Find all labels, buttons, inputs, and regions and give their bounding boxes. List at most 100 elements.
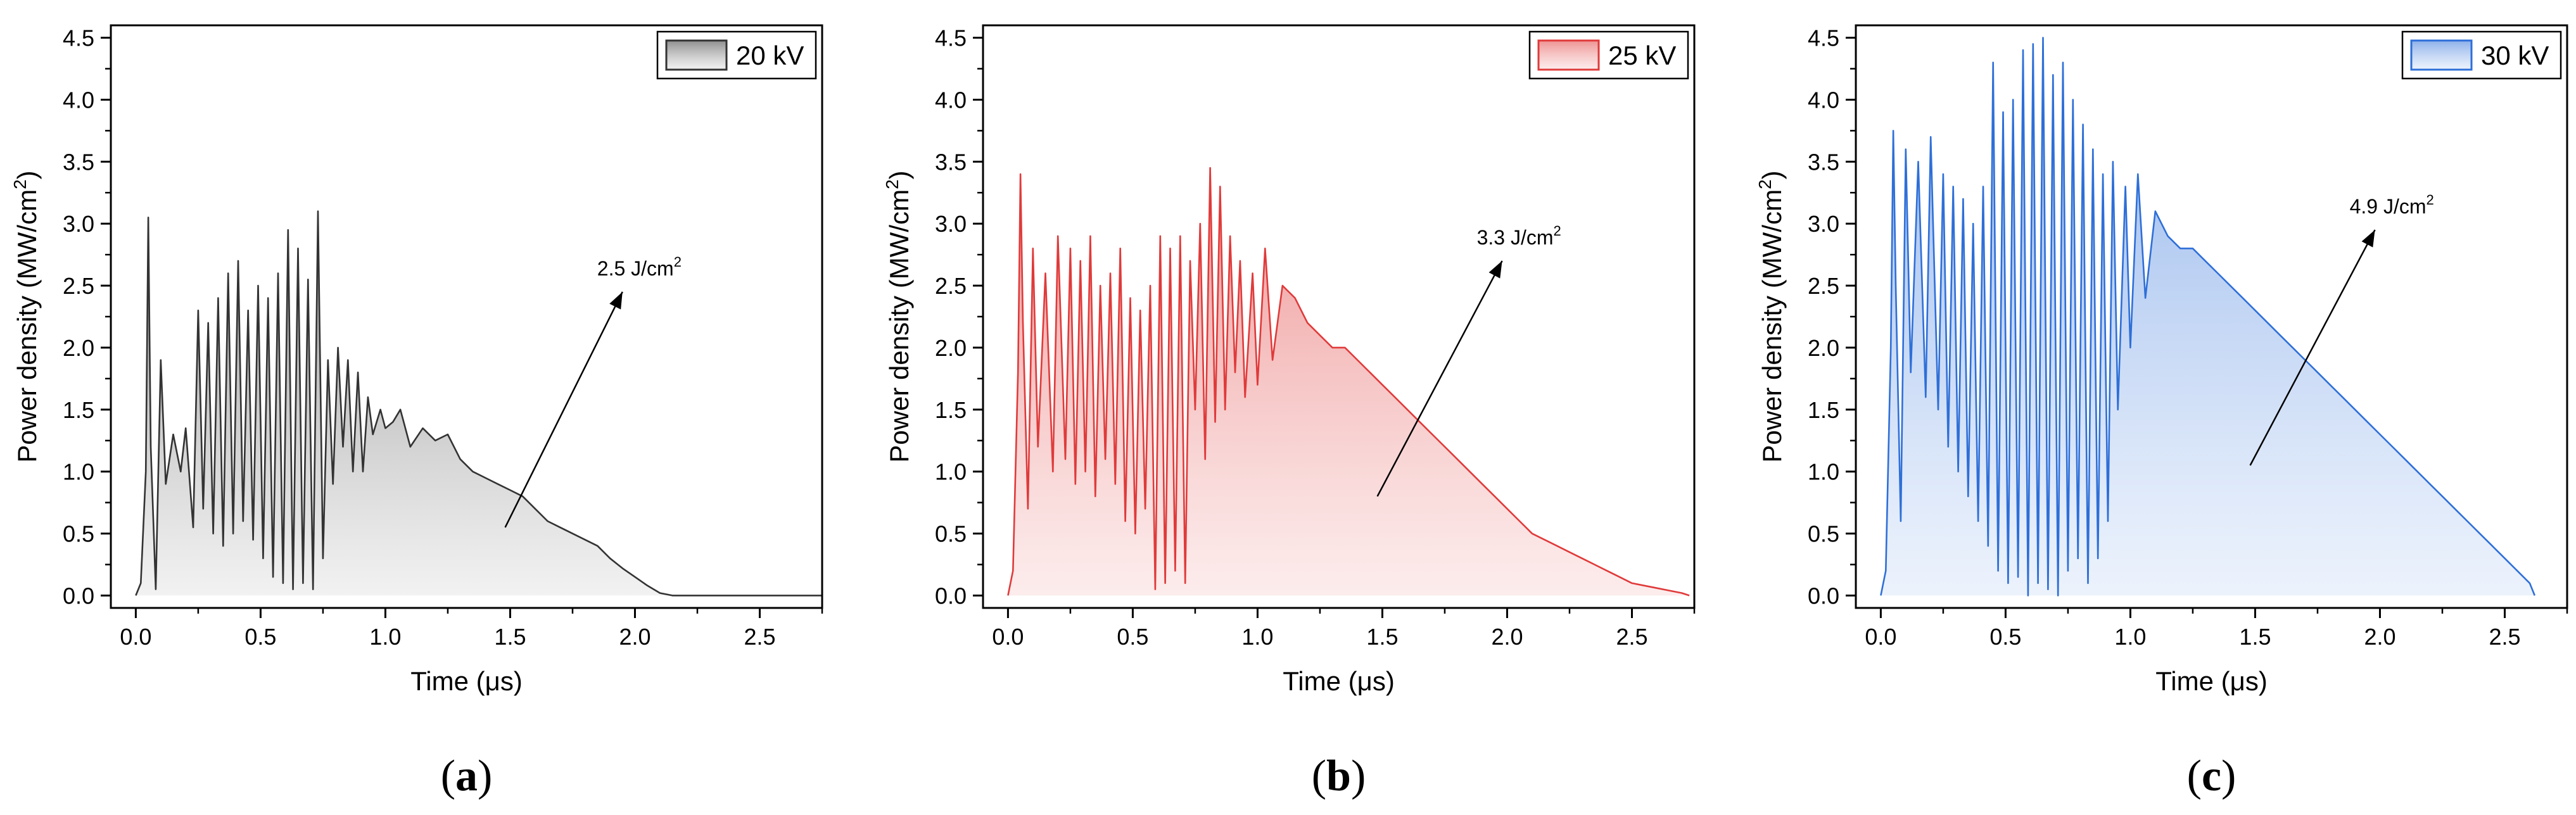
x-tick-label: 0.5 bbox=[1117, 624, 1148, 650]
y-tick-label: 4.0 bbox=[1808, 87, 1839, 113]
y-tick-label: 4.5 bbox=[63, 25, 94, 51]
chart-panel-a: 0.0 0.5 1.0 1.5 2.0 2.5 0.0 0.5 1.0 1.5 2.0 2.5 3.0 3… bbox=[10, 24, 823, 800]
y-tick-label: 2.5 bbox=[63, 273, 94, 299]
y-tick-label: 3.5 bbox=[1808, 149, 1839, 175]
panel-label-close: ) bbox=[1351, 752, 1366, 800]
legend: 20 kV bbox=[656, 30, 817, 80]
series-line bbox=[1880, 37, 2536, 597]
panel-label-open: ( bbox=[441, 752, 455, 800]
y-tick-label: 3.0 bbox=[1808, 211, 1839, 237]
x-tick-label: 1.5 bbox=[1366, 624, 1398, 650]
annotation-text: 4.9 J/cm2 bbox=[2350, 192, 2434, 218]
y-tick-label: 0.0 bbox=[63, 583, 94, 609]
annotation-arrowhead bbox=[1488, 260, 1502, 279]
y-tick-label: 4.0 bbox=[935, 87, 967, 113]
y-tick-label: 0.5 bbox=[1808, 521, 1839, 547]
y-axis-title-main: Power density (MW/cm bbox=[884, 189, 914, 463]
y-tick-label: 0.0 bbox=[1808, 583, 1839, 609]
y-tick-label: 1.0 bbox=[63, 459, 94, 485]
y-axis-title-close: ) bbox=[1757, 170, 1787, 179]
legend-label: 25 kV bbox=[1608, 41, 1676, 70]
panel-label: (c) bbox=[2187, 752, 2237, 800]
x-tick-label: 0.0 bbox=[1865, 624, 1896, 650]
y-tick-label: 4.5 bbox=[1808, 25, 1839, 51]
x-tick-label: 1.0 bbox=[369, 624, 401, 650]
legend: 30 kV bbox=[2401, 30, 2562, 80]
x-tick-label: 1.0 bbox=[2114, 624, 2146, 650]
x-tick-label: 1.5 bbox=[494, 624, 526, 650]
y-tick-label: 2.0 bbox=[1808, 335, 1839, 361]
y-axis-title: Power density (MW/cm2) bbox=[1755, 170, 1787, 462]
x-tick-label: 1.0 bbox=[1241, 624, 1273, 650]
y-tick-label: 0.0 bbox=[935, 583, 967, 609]
x-tick-label: 2.5 bbox=[2489, 624, 2520, 650]
y-tick-label: 3.5 bbox=[63, 149, 94, 175]
panel-label-close: ) bbox=[2221, 752, 2236, 800]
y-axis-title-main: Power density (MW/cm bbox=[1757, 189, 1787, 463]
x-tick-label: 0.0 bbox=[120, 624, 151, 650]
y-axis-title: Power density (MW/cm2) bbox=[10, 170, 42, 462]
x-tick-label: 2.0 bbox=[619, 624, 650, 650]
annotation-main: 4.9 J/cm bbox=[2350, 195, 2427, 218]
y-axis-title-close: ) bbox=[12, 170, 42, 179]
y-tick-label: 2.5 bbox=[1808, 273, 1839, 299]
annotation-superscript: 2 bbox=[1554, 223, 1561, 239]
y-tick-label: 2.0 bbox=[63, 335, 94, 361]
series-area bbox=[136, 211, 822, 596]
x-tick-label: 2.0 bbox=[1491, 624, 1523, 650]
x-tick-label: 0.0 bbox=[992, 624, 1024, 650]
y-axis-title-superscript: 2 bbox=[10, 179, 30, 189]
x-tick-label: 2.0 bbox=[2364, 624, 2395, 650]
annotation-arrow bbox=[1376, 260, 1503, 497]
panel-label: (b) bbox=[1312, 752, 1366, 800]
y-tick-label: 1.5 bbox=[63, 397, 94, 423]
chart-panel-b: 0.0 0.5 1.0 1.5 2.0 2.5 0.0 0.5 1.0 1.5 2.0 2.5 3.0 3… bbox=[882, 24, 1696, 800]
series-area bbox=[1881, 37, 2535, 596]
legend: 25 kV bbox=[1528, 30, 1689, 80]
y-tick-label: 3.5 bbox=[935, 149, 967, 175]
series-line bbox=[135, 210, 822, 597]
x-axis-title: Time (μs) bbox=[1283, 666, 1395, 696]
x-tick-label: 0.5 bbox=[244, 624, 276, 650]
annotation-main: 2.5 J/cm bbox=[597, 257, 674, 280]
y-tick-label: 3.0 bbox=[935, 211, 967, 237]
annotation-superscript: 2 bbox=[2427, 192, 2434, 208]
panel-label: (a) bbox=[441, 752, 493, 800]
y-tick-label: 0.5 bbox=[935, 521, 967, 547]
annotation-arrow bbox=[504, 291, 623, 528]
panel-label-open: ( bbox=[2187, 752, 2202, 800]
series-area bbox=[1008, 168, 1690, 596]
annotation-text: 2.5 J/cm2 bbox=[597, 254, 682, 280]
x-tick-label: 1.5 bbox=[2239, 624, 2271, 650]
y-tick-label: 2.0 bbox=[935, 335, 967, 361]
legend-label: 30 kV bbox=[2481, 41, 2549, 70]
panel-label-letter: c bbox=[2202, 752, 2221, 800]
y-axis-title: Power density (MW/cm2) bbox=[882, 170, 914, 462]
y-axis-title-close: ) bbox=[884, 170, 914, 179]
y-tick-label: 1.0 bbox=[1808, 459, 1839, 485]
y-tick-label: 1.0 bbox=[935, 459, 967, 485]
annotation-superscript: 2 bbox=[674, 254, 682, 270]
y-tick-label: 4.5 bbox=[935, 25, 967, 51]
legend-swatch bbox=[2410, 39, 2473, 71]
panel-label-letter: a bbox=[455, 752, 478, 800]
legend-swatch bbox=[665, 39, 728, 71]
legend-swatch bbox=[1537, 39, 1600, 71]
y-axis-title-superscript: 2 bbox=[1755, 179, 1775, 189]
annotation-arrow bbox=[2249, 229, 2376, 466]
annotation-arrowhead bbox=[609, 291, 623, 310]
annotation-arrowhead bbox=[2361, 229, 2375, 248]
x-axis-title: Time (μs) bbox=[2155, 666, 2268, 696]
y-tick-label: 1.5 bbox=[935, 397, 967, 423]
legend-label: 20 kV bbox=[736, 41, 804, 70]
y-tick-label: 2.5 bbox=[935, 273, 967, 299]
y-axis-title-superscript: 2 bbox=[882, 179, 902, 189]
y-tick-label: 3.0 bbox=[63, 211, 94, 237]
y-axis-title-main: Power density (MW/cm bbox=[12, 189, 42, 463]
x-tick-label: 2.5 bbox=[744, 624, 775, 650]
x-tick-label: 0.5 bbox=[1989, 624, 2021, 650]
y-tick-label: 0.5 bbox=[63, 521, 94, 547]
y-tick-label: 4.0 bbox=[63, 87, 94, 113]
series-line bbox=[1007, 167, 1690, 597]
